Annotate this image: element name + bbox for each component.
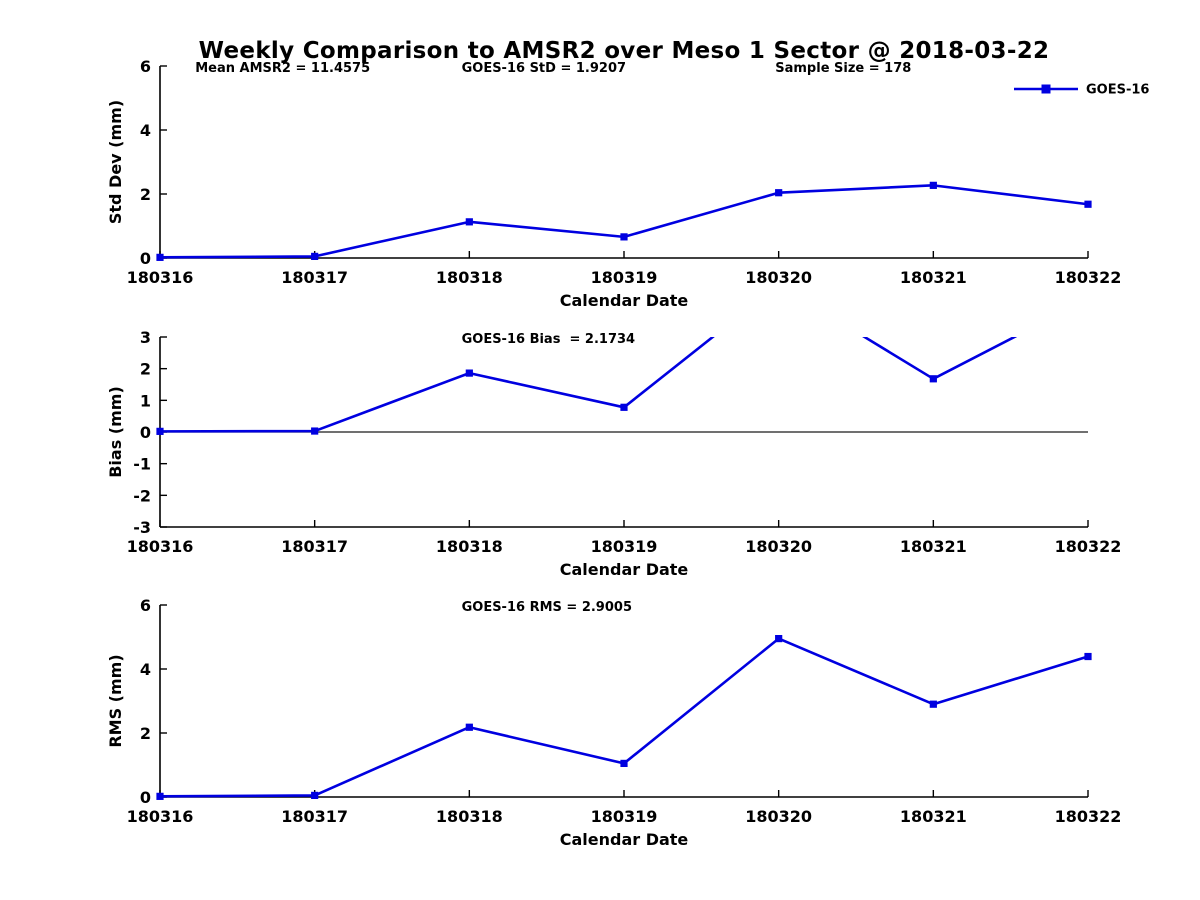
data-point-marker (929, 700, 937, 708)
x-tick-label: 180318 (436, 268, 503, 287)
data-point-marker (465, 369, 473, 377)
x-tick-label: 180316 (127, 807, 194, 826)
y-tick-label: 6 (140, 596, 151, 615)
y-tick-label: 4 (140, 660, 151, 679)
x-axis-title: Calendar Date (560, 291, 689, 310)
series-goes-16 (156, 635, 1092, 800)
data-point-marker (775, 189, 783, 197)
data-point-marker (1084, 200, 1092, 208)
chart-rms: 0 2 4 6 180316 180317 180318 180319 180320 180321… (106, 596, 1121, 849)
legend-label: GOES-16 (1086, 83, 1149, 98)
x-tick-label: 180321 (900, 807, 967, 826)
y-tick-label: 4 (140, 121, 151, 140)
x-tick-label: 180318 (436, 807, 503, 826)
x-tick-label: 180322 (1055, 537, 1122, 556)
x-tick-label: 180318 (436, 537, 503, 556)
y-axis-title: Std Dev (mm) (106, 100, 125, 224)
y-tick-label: 2 (140, 360, 151, 379)
y-tick-label: 0 (140, 249, 151, 268)
y-tick-label: 6 (140, 57, 151, 76)
y-tick-label: 2 (140, 724, 151, 743)
series-goes-16 (156, 337, 1018, 435)
x-tick-label: 180316 (127, 268, 194, 287)
stat-annotation: GOES-16 StD = 1.9207 (462, 61, 626, 76)
data-point-marker (929, 181, 937, 189)
data-point-marker (311, 252, 319, 260)
x-tick-label: 180321 (900, 268, 967, 287)
x-tick-label: 180320 (745, 537, 812, 556)
data-point-marker (620, 403, 628, 411)
chart-std-dev: 0 2 4 6 180316 180317 180318 180319 180320 180321… (106, 57, 1149, 310)
legend-marker-icon (1041, 84, 1051, 94)
x-tick-label: 180319 (591, 807, 658, 826)
figure-title: Weekly Comparison to AMSR2 over Meso 1 S… (199, 38, 1050, 64)
data-point-marker (775, 635, 783, 643)
series-goes-16 (156, 181, 1092, 261)
stat-annotation: Sample Size = 178 (775, 61, 911, 76)
x-tick-label: 180317 (281, 807, 348, 826)
x-tick-label: 180317 (281, 537, 348, 556)
data-point-marker (620, 233, 628, 241)
data-point-marker (311, 427, 319, 435)
x-tick-label: 180316 (127, 537, 194, 556)
stat-annotation: Mean AMSR2 = 11.4575 (195, 61, 370, 76)
y-tick-label: -3 (133, 518, 151, 537)
data-point-marker (156, 253, 164, 261)
y-tick-label: 3 (140, 328, 151, 347)
data-point-marker (156, 792, 164, 800)
x-tick-label: 180319 (591, 268, 658, 287)
y-tick-label: -2 (133, 486, 151, 505)
x-tick-label: 180321 (900, 537, 967, 556)
y-tick-label: 0 (140, 423, 151, 442)
legend: GOES-16 (1014, 83, 1149, 98)
data-point-marker (929, 375, 937, 383)
x-axis-title: Calendar Date (560, 830, 689, 849)
y-axis-title: RMS (mm) (106, 654, 125, 747)
stat-annotation: GOES-16 RMS = 2.9005 (462, 600, 632, 615)
x-tick-label: 180320 (745, 807, 812, 826)
data-point-marker (311, 791, 319, 799)
x-tick-label: 180322 (1055, 268, 1122, 287)
y-tick-label: 1 (140, 391, 151, 410)
y-tick-label: 2 (140, 185, 151, 204)
data-point-marker (465, 723, 473, 731)
x-tick-label: 180320 (745, 268, 812, 287)
x-axis-title: Calendar Date (560, 560, 689, 579)
y-tick-label: -1 (133, 455, 151, 474)
data-point-marker (1084, 652, 1092, 661)
x-tick-label: 180317 (281, 268, 348, 287)
y-axis-title: Bias (mm) (106, 386, 125, 478)
data-point-marker (465, 218, 473, 226)
data-point-marker (156, 427, 164, 435)
stat-annotation: GOES-16 Bias = 2.1734 (462, 332, 635, 347)
data-point-marker (620, 759, 628, 767)
x-tick-label: 180322 (1055, 807, 1122, 826)
y-tick-label: 0 (140, 788, 151, 807)
x-tick-label: 180319 (591, 537, 658, 556)
